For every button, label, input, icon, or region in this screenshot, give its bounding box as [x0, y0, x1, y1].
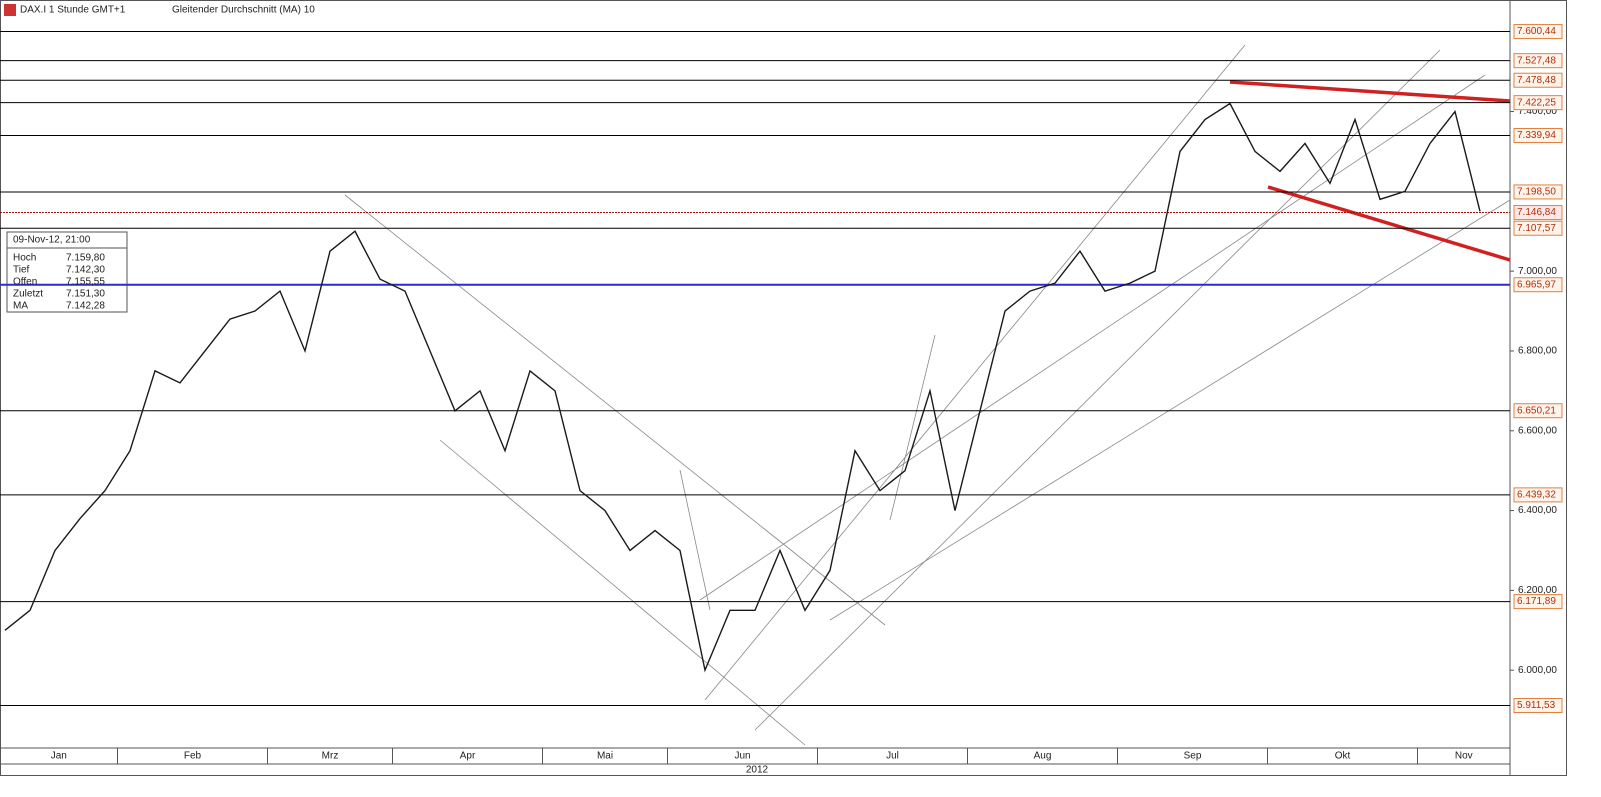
y-tick-label: 6.800,00 [1518, 346, 1557, 357]
level-label: 7.146,84 [1517, 207, 1556, 218]
info-label: MA [13, 301, 28, 312]
info-label: Zuletzt [13, 289, 43, 300]
level-label-box [1513, 24, 1563, 40]
x-tick-label: Okt [1335, 751, 1351, 762]
x-tick-label: Feb [184, 751, 202, 762]
y-tick-label: 7.400,00 [1518, 106, 1557, 117]
indicator-title[interactable]: Gleitender Durchschnitt (MA) 10 [172, 5, 315, 16]
info-value: 7.159,80 [66, 253, 105, 264]
level-label-box [1513, 594, 1563, 610]
level-label: 6.965,97 [1517, 279, 1556, 290]
level-label: 6.439,32 [1517, 490, 1556, 501]
y-tick-label: 6.000,00 [1518, 665, 1557, 676]
info-date: 09-Nov-12, 21:00 [13, 235, 91, 246]
x-tick-label: Apr [460, 751, 476, 762]
x-axis-year: 2012 [746, 765, 769, 776]
x-tick-label: Mai [597, 751, 613, 762]
y-tick-label: 6.400,00 [1518, 505, 1557, 516]
y-tick-label: 7.000,00 [1518, 266, 1557, 277]
app-icon [4, 4, 16, 16]
level-label: 7.478,48 [1517, 75, 1556, 86]
level-label: 7.527,48 [1517, 55, 1556, 66]
level-label-box [1513, 697, 1563, 713]
info-value: 7.142,30 [66, 265, 105, 276]
level-label: 6.650,21 [1517, 405, 1556, 416]
x-tick-label: Sep [1184, 751, 1202, 762]
x-tick-label: Nov [1455, 751, 1473, 762]
chart-title[interactable]: DAX.I 1 Stunde GMT+1 [20, 5, 126, 16]
price-line [4, 102, 1481, 673]
info-label: Tief [13, 265, 30, 276]
y-tick-label: 6.200,00 [1518, 585, 1557, 596]
x-tick-label: Jun [734, 751, 750, 762]
frame [0, 0, 1567, 776]
level-label: 7.600,44 [1517, 26, 1556, 37]
level-label-box [1513, 53, 1563, 69]
x-tick-label: Aug [1034, 751, 1052, 762]
level-label-box [1513, 220, 1563, 236]
x-tick-label: Mrz [322, 751, 339, 762]
info-value: 7.155,55 [66, 277, 105, 288]
red-trend-lines [1229, 80, 1511, 262]
info-label: Hoch [13, 253, 36, 264]
level-label-box [1513, 205, 1563, 221]
level-label: 5.911,53 [1517, 700, 1556, 711]
level-label-box [1513, 487, 1563, 503]
level-label: 7.198,50 [1517, 187, 1556, 198]
level-label-box [1513, 72, 1563, 88]
level-label: 7.107,57 [1517, 223, 1556, 234]
y-tick-label: 6.600,00 [1518, 425, 1557, 436]
level-label-box [1513, 403, 1563, 419]
level-label-box [1513, 184, 1563, 200]
level-label: 7.422,25 [1517, 97, 1556, 108]
level-label-box [1513, 277, 1563, 293]
info-label: Offen [13, 277, 37, 288]
x-tick-label: Jul [886, 751, 899, 762]
trend-lines [344, 44, 1511, 746]
level-label-box [1513, 128, 1563, 144]
level-label-box [1513, 95, 1563, 111]
info-value: 7.151,30 [66, 289, 105, 300]
info-value: 7.142,28 [66, 301, 105, 312]
level-label: 6.171,89 [1517, 596, 1556, 607]
level-label: 7.339,94 [1517, 130, 1556, 141]
info-box [6, 231, 128, 313]
x-tick-label: Jan [51, 751, 67, 762]
